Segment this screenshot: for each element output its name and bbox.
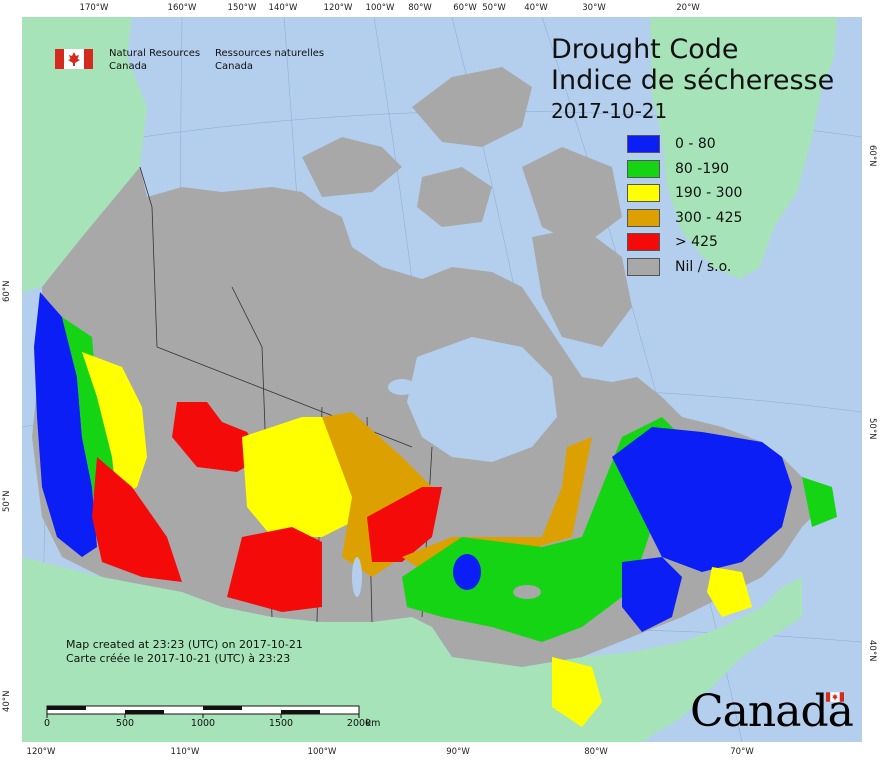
creation-note: Map created at 23:23 (UTC) on 2017-10-21…: [66, 638, 303, 666]
lon-label: 110°W: [170, 747, 200, 757]
scale-label: 1000: [190, 718, 216, 729]
lake: [453, 554, 481, 590]
legend-swatch: [627, 257, 660, 276]
lon-label: 20°W: [676, 3, 700, 13]
zone-0-80: [612, 427, 792, 572]
alaska: [22, 17, 147, 292]
lon-label: 160°W: [167, 3, 197, 13]
zone-over-425: [367, 487, 442, 562]
arctic-island: [412, 67, 532, 147]
lat-label: 50°N: [867, 418, 877, 440]
lon-label: 120°W: [323, 3, 353, 13]
lon-label: 140°W: [268, 3, 298, 13]
greenland: [650, 17, 837, 279]
zone-190-300: [552, 657, 602, 727]
scale-label: 1500: [268, 718, 294, 729]
arctic-island: [302, 137, 402, 197]
creation-note-fr: Carte créée le 2017-10-21 (UTC) à 23:23: [66, 652, 291, 665]
agency-name-en-1: Natural Resources: [109, 48, 201, 59]
lon-label: 60°W: [453, 3, 477, 13]
land-outside: [22, 17, 837, 742]
usa: [22, 557, 802, 742]
lon-label: 100°W: [365, 3, 395, 13]
agency-name-en-2: Canada: [109, 61, 148, 72]
lat-label: 60°N: [2, 280, 12, 302]
scale-unit: km: [365, 718, 381, 729]
arctic-island: [252, 212, 342, 262]
lon-label: 70°W: [730, 747, 754, 757]
lon-label: 120°W: [26, 747, 56, 757]
legend-swatch: [627, 135, 660, 153]
hudson-bay: [407, 337, 557, 462]
scale-bar: 0 500 1000 1500 2000 km: [43, 704, 380, 732]
title-en: Drought Code: [551, 34, 739, 65]
lon-label: 90°W: [446, 747, 470, 757]
legend-label: 80 -190: [675, 160, 730, 177]
canada-wordmark: Canada: [690, 688, 854, 738]
zone-190-300: [707, 567, 752, 617]
canada-flag-icon: [826, 692, 844, 702]
lon-label: 50°W: [482, 3, 506, 13]
zone-190-300: [82, 352, 147, 497]
lake: [388, 379, 416, 395]
zone-300-425: [402, 437, 592, 577]
legend-label: 0 - 80: [675, 136, 716, 152]
lake: [352, 557, 362, 597]
scale-label: 0: [43, 718, 51, 729]
zone-over-425: [172, 402, 262, 472]
legend-swatch: [627, 184, 660, 202]
zone-0-80: [34, 292, 97, 557]
map-svg: [22, 17, 862, 742]
agency-name-fr-2: Canada: [215, 61, 254, 72]
scale-bar-graphic: [46, 705, 360, 718]
title-date: 2017-10-21: [551, 99, 668, 123]
baffin-island: [532, 227, 632, 347]
lon-label: 30°W: [582, 3, 606, 13]
lakes: [352, 379, 541, 599]
lon-label: 80°W: [408, 3, 432, 13]
canada-flag-icon: [55, 49, 93, 69]
legend-label: 300 - 425: [675, 209, 743, 226]
arctic-island: [522, 147, 622, 247]
zone-0-80: [622, 557, 682, 632]
legend-swatch: [627, 159, 660, 178]
legend-swatch: [627, 208, 660, 227]
lon-label: 80°W: [584, 747, 608, 757]
legend-label: 190 - 300: [675, 185, 743, 201]
scale-label: 500: [115, 718, 135, 729]
zone-80-190: [802, 477, 837, 527]
lat-label: 40°N: [867, 640, 877, 662]
creation-note-en: Map created at 23:23 (UTC) on 2017-10-21: [66, 638, 303, 651]
lon-label: 100°W: [307, 747, 337, 757]
lon-label: 150°W: [227, 3, 257, 13]
lat-label: 60°N: [867, 145, 877, 167]
legend-label: > 425: [675, 234, 718, 250]
map-canvas: Natural Resources Canada Ressources natu…: [22, 17, 862, 742]
legend-swatch: [627, 233, 660, 251]
zone-over-425: [92, 457, 182, 582]
zone-over-425: [227, 527, 322, 612]
map-title: Drought Code Indice de sécheresse 2017-1…: [551, 34, 834, 126]
legend-label: Nil / s.o.: [675, 258, 732, 275]
agency-name-fr-1: Ressources naturelles: [215, 48, 325, 59]
arctic-island: [417, 167, 492, 227]
scale-label: 2000: [346, 718, 372, 729]
lat-label: 50°N: [2, 490, 12, 512]
lat-label: 40°N: [2, 690, 12, 712]
lake: [513, 585, 541, 599]
title-fr: Indice de sécheresse: [551, 65, 835, 96]
lon-label: 40°W: [524, 3, 548, 13]
lon-label: 170°W: [79, 3, 109, 13]
